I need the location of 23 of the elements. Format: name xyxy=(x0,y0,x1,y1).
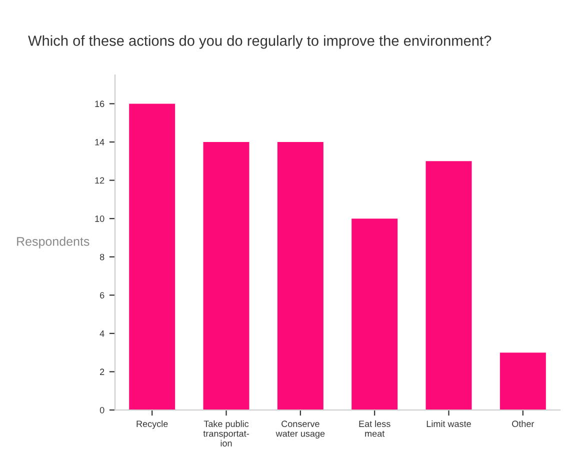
x-tick-label: Conserve water usage xyxy=(276,420,325,439)
y-tick-label: 2 xyxy=(100,368,104,375)
chart-title: Which of these actions do you do regularly to improve the environment? xyxy=(28,35,492,49)
x-tick-label: Eat less meat xyxy=(359,420,390,437)
x-tick-label: Take public transportat- ion xyxy=(203,420,249,446)
x-tick-label: Limit waste xyxy=(426,420,471,428)
bar xyxy=(129,104,176,410)
bar xyxy=(203,142,250,410)
x-tick-label: Recycle xyxy=(136,420,168,429)
x-tick-label: Other xyxy=(512,420,534,428)
y-tick-label: 10 xyxy=(95,216,104,222)
y-tick-label: 4 xyxy=(100,330,104,337)
bar xyxy=(500,352,546,410)
bar xyxy=(426,161,472,410)
y-tick-label: 14 xyxy=(95,139,104,146)
y-tick-label: 0 xyxy=(100,406,104,414)
bar xyxy=(352,218,398,410)
y-tick-label: 6 xyxy=(100,292,104,299)
y-tick-label: 8 xyxy=(100,254,104,260)
bar xyxy=(277,142,324,410)
y-tick-label: 16 xyxy=(95,100,104,108)
y-tick-label: 12 xyxy=(95,177,104,184)
y-axis-title: Respondents xyxy=(17,236,90,248)
